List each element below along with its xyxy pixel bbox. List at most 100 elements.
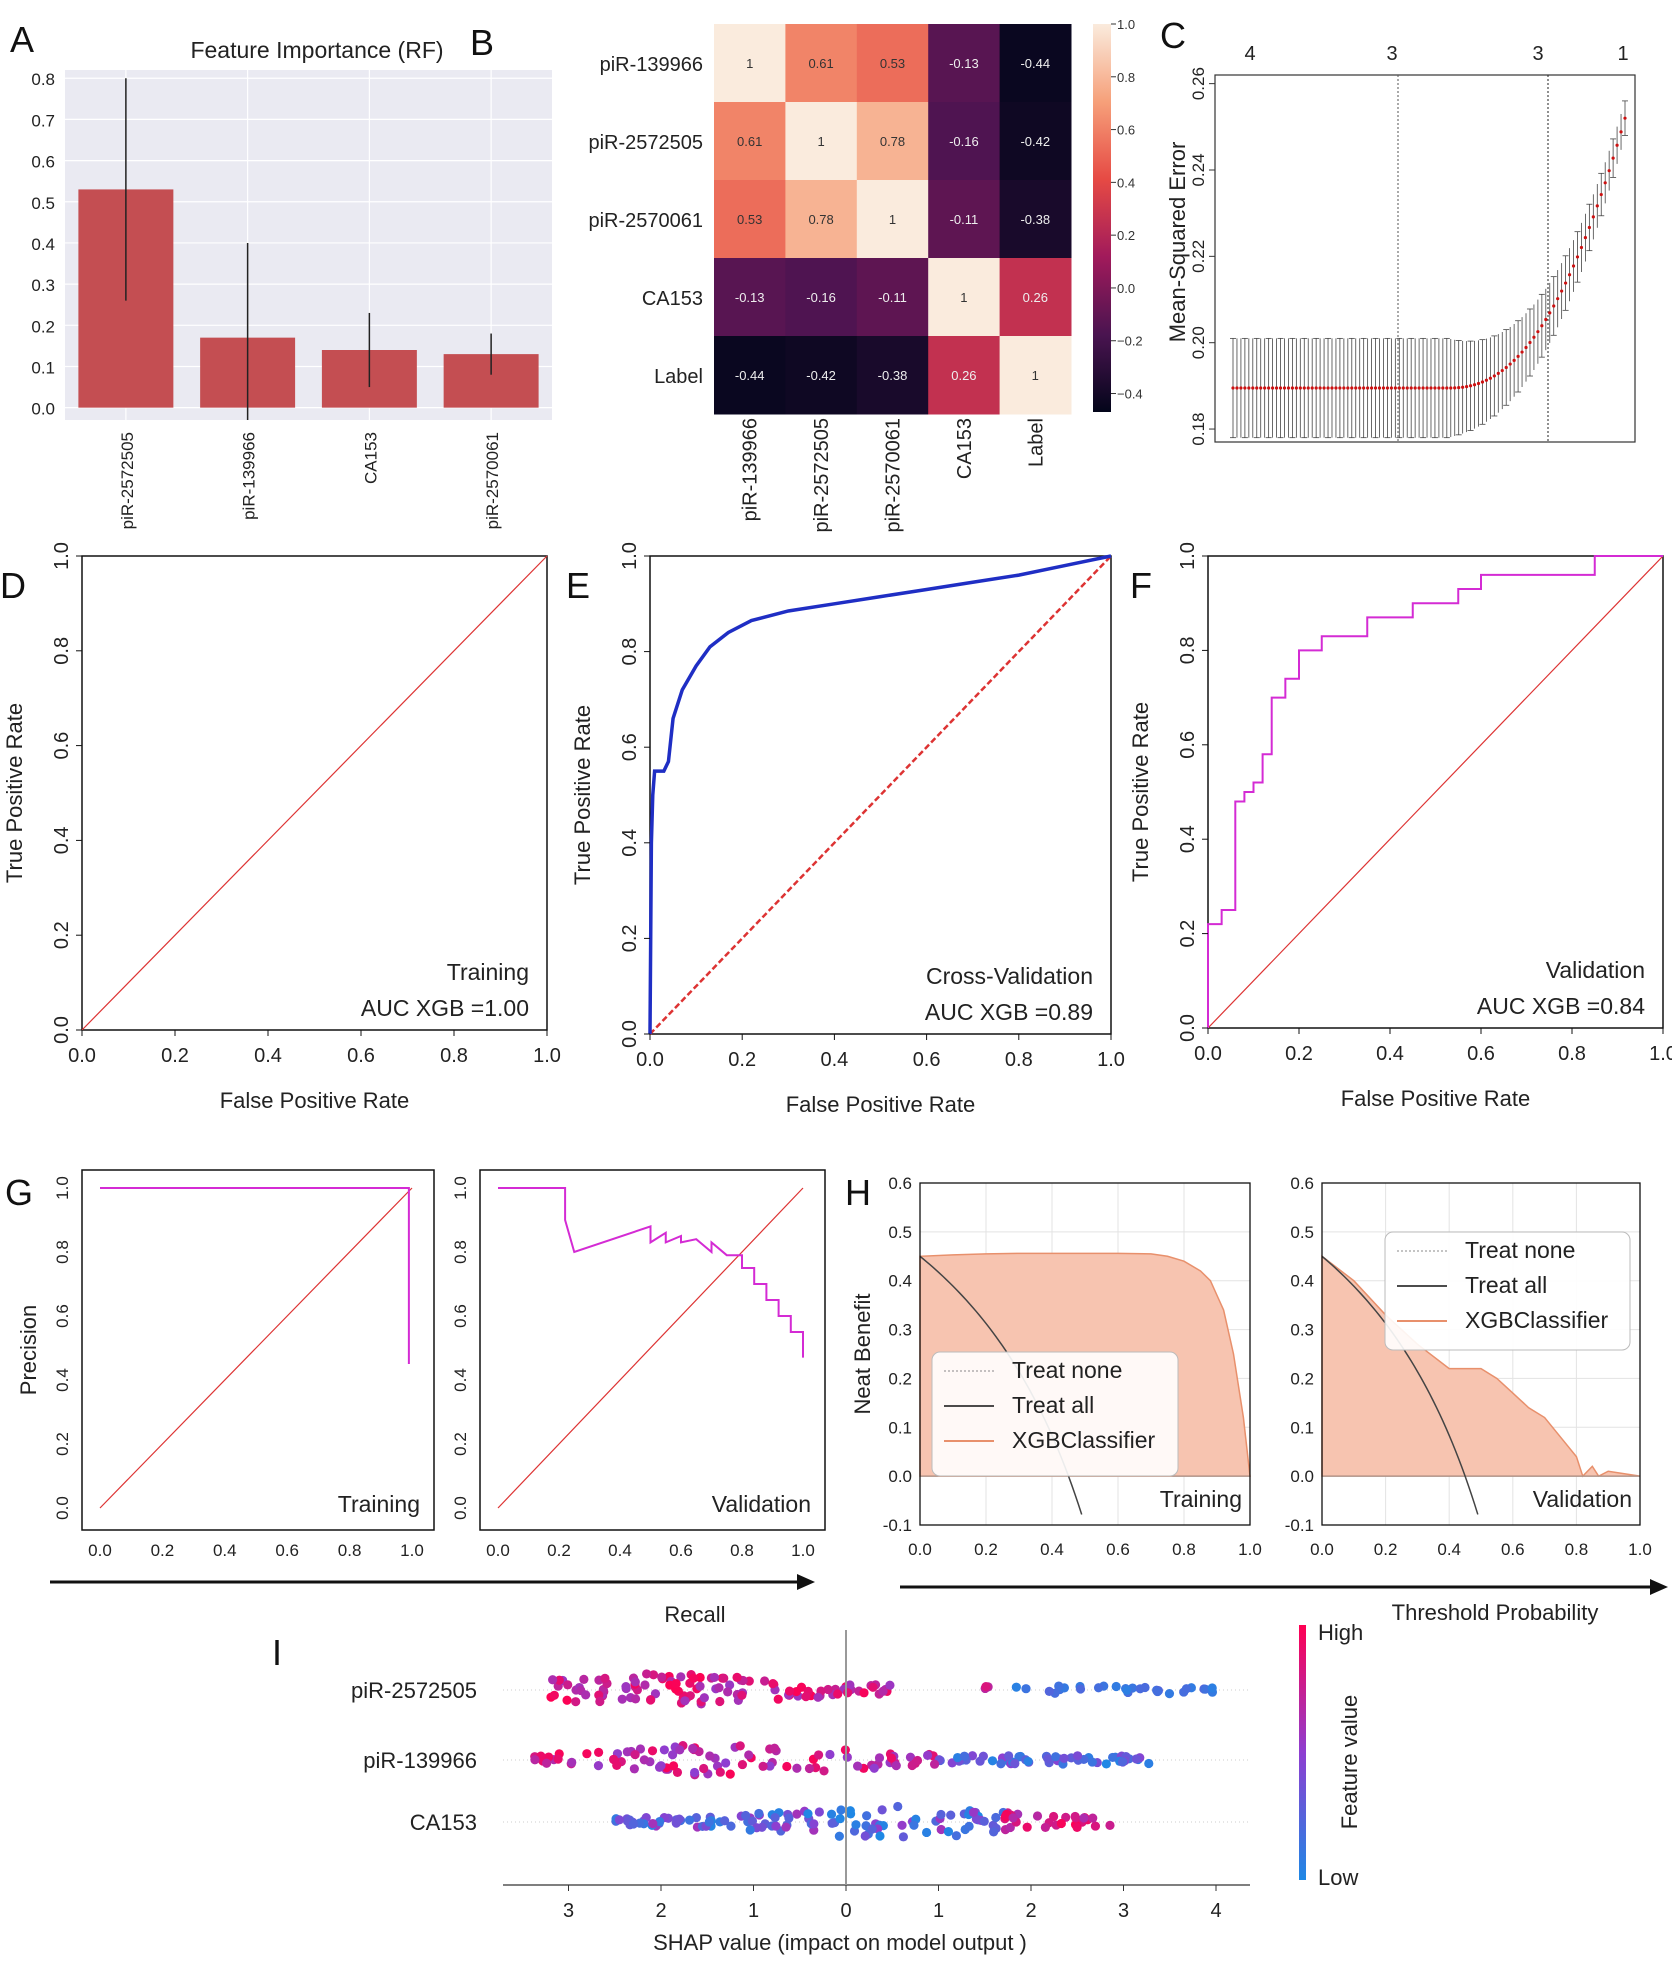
dca-y-tick: 0.2	[1290, 1369, 1314, 1388]
shap-x-tick: 3	[1118, 1900, 1129, 1922]
shap-point	[1105, 1820, 1115, 1831]
shap-point	[1010, 1759, 1020, 1769]
shap-point	[741, 1810, 751, 1821]
shap-point	[745, 1825, 755, 1835]
heatmap-row-label: CA153	[642, 288, 703, 310]
lasso-mse-point	[1524, 345, 1528, 350]
dca-y-label: Neat Benefit	[850, 1293, 875, 1414]
roc-x-tick: 0.6	[1467, 1043, 1495, 1065]
shap-feature-label: piR-139966	[363, 1748, 477, 1773]
shap-point	[715, 1696, 725, 1707]
shap-point	[1152, 1686, 1163, 1697]
roc-frame	[1207, 555, 1664, 1029]
roc-note-auc: AUC XGB =1.00	[361, 995, 529, 1021]
heatmap-cell-value: -0.11	[950, 212, 979, 227]
shap-point	[1011, 1682, 1021, 1692]
panel-e-roc-cross-validation: 0.00.0 0.2 0.2 0.4 0.4 0.6 0.6 0.8 0.8 1.0 1.0 Fals…	[570, 542, 1125, 1117]
shap-x-tick: 1	[933, 1900, 944, 1922]
shap-point	[1044, 1686, 1054, 1696]
shap-point	[695, 1672, 705, 1683]
lasso-top-ticks: 4 3 3 1	[1244, 43, 1628, 65]
shap-point	[1200, 1684, 1210, 1694]
recall-axis-arrow: Recall	[50, 1574, 815, 1627]
roc-chance-line	[649, 555, 1112, 1035]
lasso-mse-point	[1583, 236, 1588, 240]
roc-chance-line	[1207, 555, 1664, 1029]
roc-y-tick: 0.4	[1177, 825, 1199, 853]
heatmap-colorbar-tick-label: 0.6	[1117, 123, 1135, 138]
roc-x-tick: 0.8	[440, 1045, 468, 1067]
roc-x-label: False Positive Rate	[786, 1092, 976, 1117]
pr-y-label: Precision	[16, 1305, 41, 1395]
shap-point	[833, 1689, 843, 1699]
shap-point	[996, 1759, 1006, 1769]
pr-y-tick: 0.0	[53, 1496, 72, 1520]
lasso-mse-point	[1567, 273, 1572, 277]
shap-point	[684, 1815, 695, 1825]
lasso-mse-point	[1282, 386, 1287, 390]
roc-y-tick: 1.0	[51, 542, 73, 570]
pr-x-tick: 0.2	[151, 1541, 175, 1560]
roc-x-tick: 0.4	[1376, 1043, 1404, 1065]
heatmap-cell-value: 1	[960, 290, 967, 305]
heatmap-cell	[714, 24, 786, 103]
heatmap-cell	[856, 258, 929, 337]
shap-x-ticks: 3 2 1 0 1 2 3 4	[563, 1885, 1222, 1922]
roc-x-tick: 0.4	[820, 1049, 848, 1071]
shap-point	[827, 1818, 837, 1828]
shap-point	[809, 1819, 819, 1829]
roc-y-tick: 0.2	[619, 924, 641, 952]
shap-point	[907, 1760, 917, 1771]
shap-point	[773, 1694, 783, 1704]
roc-y-tick: 0.6	[619, 733, 641, 761]
bar-chart-y-tick: 0.2	[31, 317, 55, 336]
shap-point	[1054, 1681, 1064, 1691]
shap-point	[563, 1680, 573, 1690]
shap-point	[814, 1750, 824, 1760]
shap-point	[609, 1754, 619, 1764]
shap-point	[688, 1673, 699, 1683]
lasso-mse-point	[1548, 311, 1552, 315]
shap-point	[885, 1680, 895, 1690]
panel-c-lasso-cv: 4 3 3 1 0.18 0.20 0.22 0.24 0.26 Mean-Squared E…	[1165, 43, 1636, 446]
dca-y-tick: 0.6	[888, 1174, 912, 1193]
heatmap-cell	[999, 24, 1072, 103]
lasso-mse-point	[1267, 386, 1271, 390]
pr-note: Training	[338, 1491, 420, 1517]
shap-x-tick: 3	[563, 1900, 574, 1922]
shap-point	[991, 1812, 1001, 1823]
dca-frame	[919, 1182, 1251, 1526]
heatmap-cell	[856, 336, 929, 415]
shap-point	[792, 1763, 802, 1773]
shap-point	[554, 1675, 564, 1685]
lasso-mse-point	[1239, 386, 1243, 390]
heatmap-col-label: CA153	[954, 418, 976, 479]
heatmap-cell-value: 0.26	[1023, 290, 1048, 305]
shap-point	[657, 1672, 667, 1682]
heatmap-cell	[928, 24, 1001, 103]
panel-h-dca-training: 0.0 0.2 0.4 0.6 0.8 1.0 0.6 0.5 0.4 0.3 0.2 0.1 0.0 -…	[850, 1174, 1262, 1559]
heatmap-cell-value: -0.16	[949, 134, 979, 149]
shap-point	[923, 1750, 933, 1760]
roc-y-tick: 0.4	[51, 826, 73, 854]
dca-x-tick: 0.8	[1565, 1540, 1589, 1559]
roc-x-tick: 0.0	[636, 1049, 664, 1071]
roc-y-label: True Positive Rate	[2, 703, 27, 883]
shap-point	[987, 1756, 998, 1766]
shap-point	[859, 1688, 869, 1698]
lasso-y-tick: 0.20	[1189, 326, 1208, 359]
roc-frame	[649, 555, 1112, 1035]
shap-point	[1043, 1754, 1053, 1764]
dca-legend-label: XGBClassifier	[1012, 1427, 1155, 1453]
panel-f-roc-validation: 0.00.0 0.2 0.2 0.4 0.4 0.6 0.6 0.8 0.8 1.0 1.0 Fals…	[1128, 542, 1672, 1111]
lasso-mse-point	[1251, 386, 1255, 390]
threshold-axis-arrow: Threshold Probability	[900, 1579, 1668, 1625]
shap-point	[595, 1696, 605, 1707]
shap-point	[571, 1697, 581, 1707]
lasso-mse-point	[1492, 374, 1496, 378]
shap-point	[1070, 1811, 1080, 1822]
lasso-mse-point	[1393, 386, 1397, 390]
shap-point	[1059, 1753, 1069, 1763]
dca-x-tick: 0.2	[1374, 1540, 1398, 1559]
shap-colorbar-low: Low	[1318, 1865, 1358, 1890]
